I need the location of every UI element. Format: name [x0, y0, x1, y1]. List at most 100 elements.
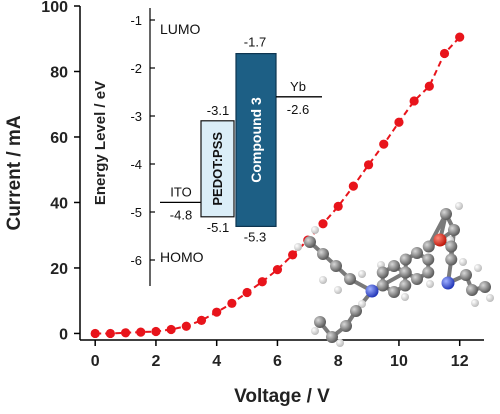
- x-tick-label: 12: [451, 353, 469, 370]
- data-point: [424, 81, 434, 91]
- data-point: [439, 48, 450, 59]
- carbon-atom: [317, 248, 329, 260]
- yb-name: Yb: [290, 79, 306, 94]
- data-point: [196, 315, 207, 325]
- lumo-label: LUMO: [160, 21, 201, 37]
- y-tick-label: 80: [50, 64, 68, 81]
- carbon-atom: [388, 260, 400, 272]
- carbon-atom: [330, 260, 342, 272]
- ito-name: ITO: [170, 184, 191, 199]
- inset-y-axis-title: Energy Level / eV: [92, 81, 109, 205]
- molecule-illustration: [294, 202, 494, 347]
- inset-tick-label: -1: [130, 13, 142, 28]
- data-point: [90, 328, 100, 339]
- hydrogen-atom: [401, 293, 409, 301]
- carbon-atom: [376, 279, 389, 292]
- carbon-atom: [376, 266, 389, 279]
- carbon-atom: [340, 320, 352, 332]
- carbon-atom: [422, 266, 435, 279]
- data-point: [227, 298, 237, 308]
- hydrogen-atom: [311, 226, 319, 234]
- nitrogen-atom: [365, 284, 379, 298]
- hydrogen-atom: [486, 294, 494, 302]
- inset-tick-label: -5: [130, 205, 142, 220]
- carbon-atom: [326, 331, 338, 343]
- carbon-atom: [344, 273, 356, 285]
- inset-axis-ticks: -1 -2 -3 -4 -5 -6: [130, 13, 155, 268]
- data-point: [379, 139, 389, 149]
- pedot-bottom-value: -5.1: [207, 220, 229, 235]
- inset-tick-label: -2: [130, 61, 142, 76]
- data-point: [348, 181, 358, 191]
- hydrogen-atom: [294, 243, 302, 251]
- carbon-atom: [422, 240, 435, 253]
- data-point: [212, 307, 222, 317]
- hydrogen-atom: [358, 270, 366, 278]
- hydrogen-atom: [426, 280, 434, 288]
- compound3-top-value: -1.7: [244, 35, 266, 50]
- x-axis-title: Voltage / V: [234, 386, 330, 407]
- carbon-atom: [445, 240, 458, 253]
- y-axis-title: Current / mA: [4, 115, 25, 230]
- hydrogen-atom: [471, 299, 479, 307]
- pedot-level-box: [200, 120, 235, 218]
- inset-tick-label: -4: [130, 157, 142, 172]
- hydrogen-atom: [455, 202, 463, 210]
- nitrogen-atom: [441, 276, 455, 290]
- pedot-name: PEDOT:PSS: [210, 132, 225, 206]
- carbon-atom: [448, 224, 460, 236]
- data-point: [288, 250, 298, 260]
- carbon-atom: [314, 316, 326, 328]
- x-tick-label: 8: [334, 353, 343, 370]
- carbon-atom: [399, 266, 412, 279]
- compound3-bottom-value: -5.3: [244, 229, 266, 244]
- y-tick-label: 60: [50, 130, 68, 147]
- data-point: [272, 264, 283, 275]
- y-tick-label: 0: [59, 326, 68, 343]
- compound3-name: Compound 3: [248, 97, 264, 183]
- hydrogen-atom: [459, 258, 467, 266]
- carbon-atom: [350, 305, 362, 317]
- data-point: [120, 328, 131, 338]
- y-tick-label: 40: [50, 195, 68, 212]
- x-tick-label: 6: [273, 353, 282, 370]
- data-point: [105, 328, 115, 339]
- pedot-top-value: -3.1: [207, 103, 229, 118]
- data-point: [394, 117, 404, 127]
- data-point: [151, 326, 161, 337]
- oxygen-atom: [433, 233, 447, 247]
- data-point: [333, 201, 343, 211]
- carbon-atom: [466, 284, 478, 296]
- carbon-atom: [422, 253, 435, 266]
- data-point: [181, 321, 191, 331]
- carbon-atom: [304, 236, 316, 248]
- hydrogen-atom: [336, 339, 344, 347]
- carbon-atom: [399, 279, 412, 292]
- data-point: [363, 160, 374, 170]
- hydrogen-atom: [358, 300, 366, 308]
- data-point: [136, 327, 146, 337]
- inset-tick-label: -3: [130, 109, 142, 124]
- hydrogen-atom: [334, 286, 342, 294]
- current-series: [90, 32, 465, 339]
- carbon-atom: [388, 286, 400, 298]
- carbon-atom: [399, 253, 412, 266]
- yb-value: -2.6: [287, 102, 309, 117]
- energy-levels: ITO -4.8 PEDOT:PSS -3.1 -5.1 Compound 3 -1.7 -5…: [160, 35, 322, 244]
- y-tick-label: 100: [41, 0, 68, 16]
- carbon-atom: [440, 208, 452, 220]
- carbon-atom: [411, 247, 423, 259]
- carbon-atom: [460, 269, 472, 281]
- homo-label: HOMO: [160, 249, 204, 265]
- carbon-atom: [445, 253, 458, 266]
- x-tick-label: 0: [91, 353, 100, 370]
- hydrogen-atom: [319, 276, 327, 284]
- data-point: [409, 96, 419, 106]
- data-point: [455, 32, 465, 42]
- hydrogen-atom: [311, 327, 319, 335]
- data-point: [242, 287, 252, 298]
- energy-level-inset: -1 -2 -3 -4 -5 -6 Energy Level / eV LUMO HOMO…: [92, 8, 322, 286]
- hydrogen-atom: [474, 264, 482, 272]
- x-tick-label: 10: [390, 353, 408, 370]
